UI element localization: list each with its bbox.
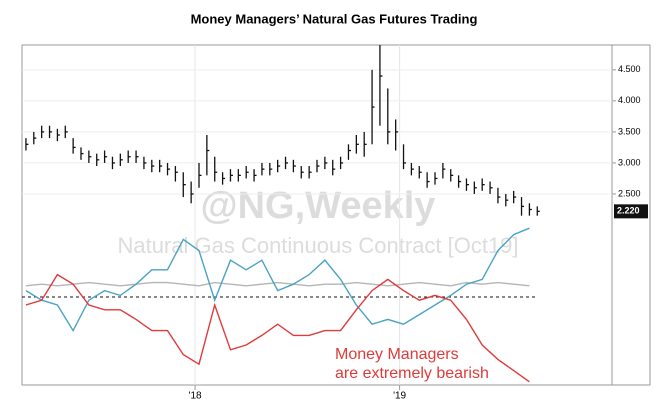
watermark-subtitle: Natural Gas Continuous Contract [Oct19] [117, 233, 518, 258]
chart-title: Money Managers’ Natural Gas Futures Trad… [191, 11, 478, 26]
y-tick-label: 3.000 [618, 157, 641, 167]
y-tick-label: 3.500 [618, 126, 641, 136]
x-tick-label: '19 [393, 391, 406, 402]
y-tick-label: 4.500 [618, 64, 641, 74]
frame [21, 44, 651, 386]
last-price-label: 2.220 [617, 206, 640, 216]
last-price-box [614, 204, 648, 219]
series-line [25, 273, 530, 383]
plot: '18 '19 2.500 3.000 3.500 4.000 4.500 2.220 [22, 45, 648, 402]
y-tick-label: 2.500 [618, 188, 641, 198]
annotation: Money Managers [335, 346, 459, 363]
y-tick-label: 4.000 [618, 95, 641, 105]
watermark: @NG,Weekly [201, 185, 436, 227]
series-line [25, 281, 530, 287]
annotation: are extremely bearish [335, 365, 489, 382]
x-tick-label: '18 [189, 391, 202, 402]
